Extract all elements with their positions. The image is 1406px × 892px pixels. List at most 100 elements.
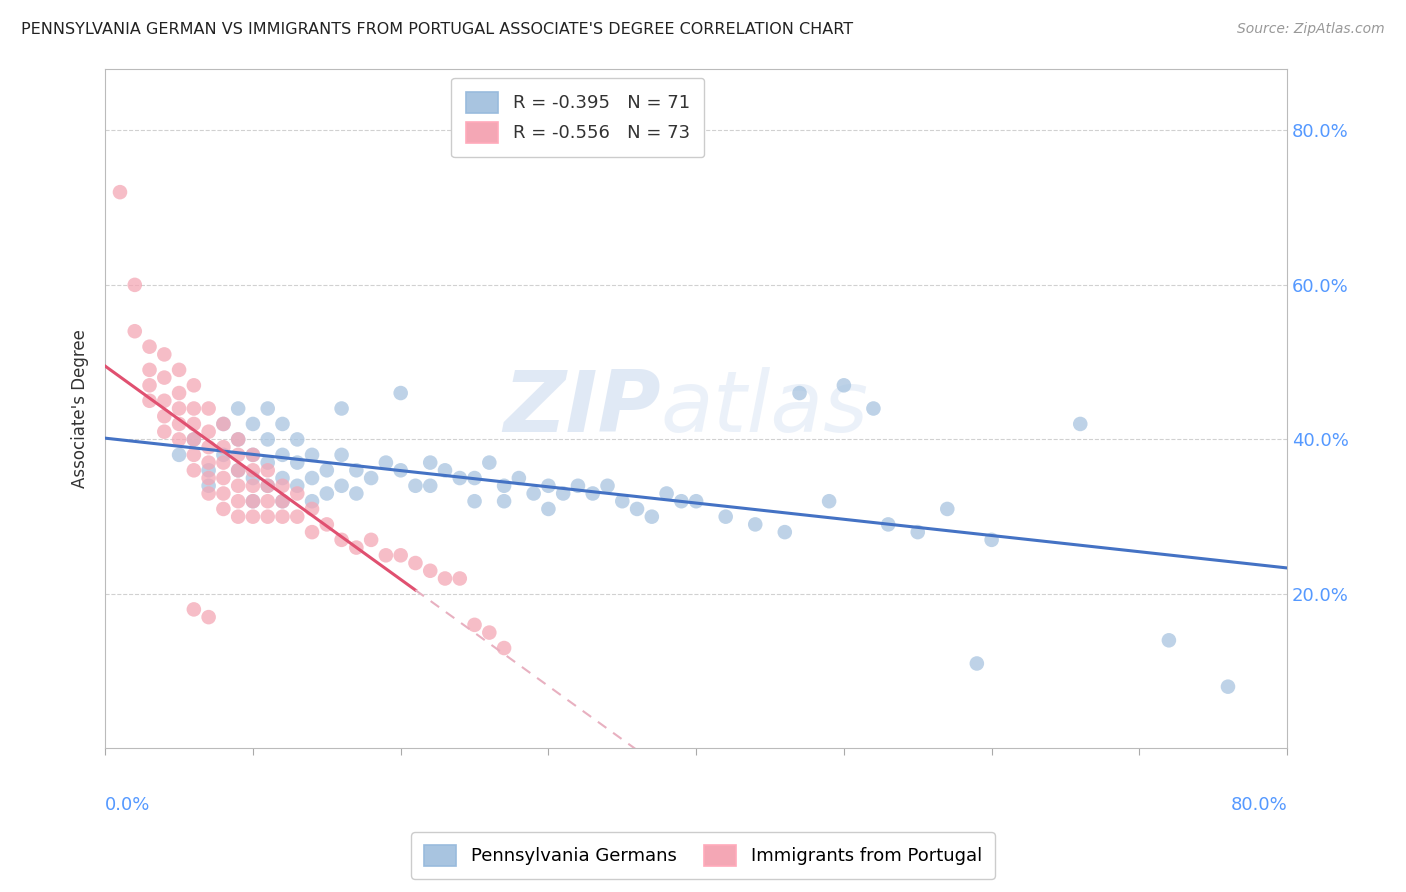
Text: 0.0%: 0.0% bbox=[105, 796, 150, 814]
Point bbox=[183, 378, 205, 392]
Point bbox=[567, 479, 589, 493]
Point bbox=[138, 393, 160, 408]
Point bbox=[271, 417, 294, 431]
Text: 80.0%: 80.0% bbox=[1230, 796, 1286, 814]
Point bbox=[226, 448, 249, 462]
Point bbox=[242, 448, 264, 462]
Point bbox=[226, 463, 249, 477]
Point bbox=[389, 386, 412, 401]
Point bbox=[242, 463, 264, 477]
Point bbox=[212, 448, 235, 462]
Point bbox=[655, 486, 678, 500]
Point bbox=[285, 433, 308, 447]
Point bbox=[553, 486, 575, 500]
Point bbox=[183, 448, 205, 462]
Point bbox=[773, 525, 796, 540]
Point bbox=[256, 479, 278, 493]
Point bbox=[167, 433, 190, 447]
Point bbox=[256, 479, 278, 493]
Point bbox=[197, 479, 219, 493]
Point bbox=[197, 471, 219, 485]
Text: Source: ZipAtlas.com: Source: ZipAtlas.com bbox=[1237, 22, 1385, 37]
Point bbox=[153, 370, 176, 384]
Point bbox=[256, 401, 278, 416]
Text: ZIP: ZIP bbox=[503, 367, 661, 450]
Point bbox=[167, 417, 190, 431]
Y-axis label: Associate's Degree: Associate's Degree bbox=[72, 329, 89, 488]
Point bbox=[419, 564, 441, 578]
Point bbox=[226, 479, 249, 493]
Point bbox=[226, 509, 249, 524]
Point bbox=[641, 509, 664, 524]
Point bbox=[301, 448, 323, 462]
Point bbox=[389, 463, 412, 477]
Point bbox=[226, 433, 249, 447]
Point bbox=[183, 417, 205, 431]
Point bbox=[197, 401, 219, 416]
Point bbox=[626, 502, 648, 516]
Point bbox=[1069, 417, 1091, 431]
Point bbox=[212, 440, 235, 454]
Point bbox=[256, 456, 278, 470]
Point bbox=[330, 479, 353, 493]
Point bbox=[862, 401, 884, 416]
Point bbox=[344, 541, 367, 555]
Legend: R = -0.395   N = 71, R = -0.556   N = 73: R = -0.395 N = 71, R = -0.556 N = 73 bbox=[451, 78, 704, 157]
Point bbox=[832, 378, 855, 392]
Point bbox=[212, 417, 235, 431]
Point bbox=[153, 347, 176, 361]
Point bbox=[167, 448, 190, 462]
Point bbox=[612, 494, 634, 508]
Point bbox=[153, 393, 176, 408]
Point bbox=[197, 425, 219, 439]
Point bbox=[138, 340, 160, 354]
Point bbox=[360, 471, 382, 485]
Point bbox=[242, 509, 264, 524]
Point bbox=[212, 502, 235, 516]
Point bbox=[494, 640, 516, 655]
Point bbox=[789, 386, 811, 401]
Point bbox=[464, 494, 486, 508]
Point bbox=[197, 610, 219, 624]
Point bbox=[271, 509, 294, 524]
Point bbox=[271, 479, 294, 493]
Point bbox=[271, 494, 294, 508]
Point bbox=[285, 479, 308, 493]
Point bbox=[596, 479, 619, 493]
Point bbox=[818, 494, 841, 508]
Point bbox=[449, 572, 471, 586]
Point bbox=[744, 517, 766, 532]
Point bbox=[714, 509, 737, 524]
Point bbox=[494, 494, 516, 508]
Point bbox=[183, 401, 205, 416]
Point bbox=[330, 533, 353, 547]
Point bbox=[256, 494, 278, 508]
Point bbox=[138, 378, 160, 392]
Point bbox=[242, 471, 264, 485]
Point bbox=[344, 463, 367, 477]
Point bbox=[980, 533, 1002, 547]
Point bbox=[124, 277, 146, 292]
Legend: Pennsylvania Germans, Immigrants from Portugal: Pennsylvania Germans, Immigrants from Po… bbox=[412, 832, 994, 879]
Point bbox=[1157, 633, 1180, 648]
Point bbox=[434, 572, 457, 586]
Point bbox=[478, 625, 501, 640]
Point bbox=[226, 494, 249, 508]
Point bbox=[271, 471, 294, 485]
Point bbox=[183, 602, 205, 616]
Point bbox=[256, 433, 278, 447]
Point bbox=[464, 471, 486, 485]
Point bbox=[153, 409, 176, 424]
Point bbox=[212, 417, 235, 431]
Point bbox=[285, 486, 308, 500]
Text: atlas: atlas bbox=[661, 367, 869, 450]
Point bbox=[315, 517, 337, 532]
Point bbox=[582, 486, 605, 500]
Point bbox=[1216, 680, 1239, 694]
Point bbox=[315, 463, 337, 477]
Point bbox=[226, 401, 249, 416]
Point bbox=[315, 486, 337, 500]
Point bbox=[242, 494, 264, 508]
Point bbox=[685, 494, 707, 508]
Point bbox=[360, 533, 382, 547]
